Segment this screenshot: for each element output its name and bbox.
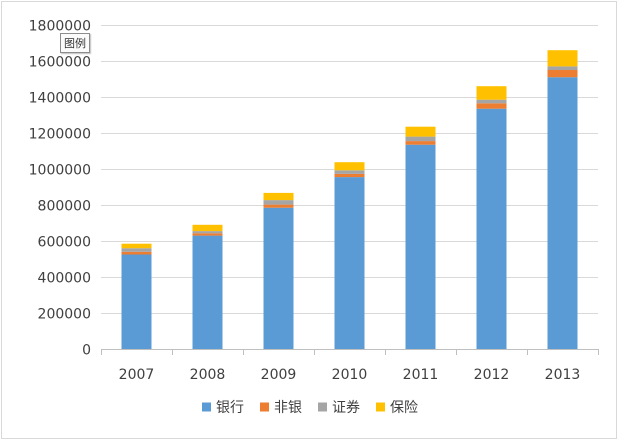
bar-segment[interactable]	[476, 99, 507, 104]
y-tick-label: 1200000	[29, 127, 91, 143]
y-tick-label: 600000	[38, 235, 91, 251]
x-tick-label: 2012	[474, 367, 510, 383]
legend-label: 证券	[332, 400, 360, 416]
legend-swatch	[260, 402, 269, 412]
y-tick-label: 200000	[38, 307, 91, 323]
bar-segment[interactable]	[192, 235, 223, 349]
y-tick-label: 1400000	[29, 91, 91, 107]
bar-segment[interactable]	[334, 173, 365, 178]
bar-segment[interactable]	[334, 177, 365, 349]
x-tick-label: 2009	[261, 367, 297, 383]
y-tick-label: 1600000	[29, 55, 91, 71]
bar-segment[interactable]	[476, 86, 507, 100]
bar-segment[interactable]	[547, 77, 578, 349]
bar-segment[interactable]	[547, 70, 578, 78]
legend-label: 银行	[216, 400, 244, 416]
bar-segment[interactable]	[192, 231, 223, 234]
bar-segment[interactable]	[405, 141, 436, 145]
bar-segment[interactable]	[121, 254, 152, 350]
x-tick-label: 2008	[190, 367, 226, 383]
bar-segment[interactable]	[263, 200, 294, 205]
y-tick-label: 400000	[38, 271, 91, 287]
bar-segment[interactable]	[405, 144, 436, 349]
bar-segment[interactable]	[405, 136, 436, 142]
bar-segment[interactable]	[263, 207, 294, 349]
bar-segment[interactable]	[263, 204, 294, 208]
x-tick-label: 2011	[403, 367, 439, 383]
legend-swatch	[202, 402, 211, 412]
x-tick-label: 2010	[332, 367, 368, 383]
bar-segment[interactable]	[192, 224, 223, 232]
bar-segment[interactable]	[121, 243, 152, 249]
bar-segment[interactable]	[334, 162, 365, 171]
x-tick-label: 2013	[545, 367, 581, 383]
y-tick-label: 800000	[38, 199, 91, 215]
y-tick-label: 0	[82, 343, 91, 359]
legend-swatch	[376, 402, 385, 412]
bar-segment[interactable]	[476, 103, 507, 109]
bar-segment[interactable]	[121, 251, 152, 255]
bar-segment[interactable]	[547, 66, 578, 70]
legend-label: 保险	[390, 400, 418, 416]
bar-segment[interactable]	[192, 233, 223, 236]
bar-segment[interactable]	[121, 248, 152, 252]
bar-segment[interactable]	[263, 192, 294, 201]
legend-label: 非银	[274, 400, 302, 416]
bar-segment[interactable]	[476, 108, 507, 349]
y-tick-label: 1800000	[29, 19, 91, 35]
bar-segment[interactable]	[547, 50, 578, 67]
legend-swatch	[318, 402, 327, 412]
x-tick-label: 2007	[119, 367, 155, 383]
bar-segment[interactable]	[405, 126, 436, 137]
y-tick-label: 1000000	[29, 163, 91, 179]
legend-tooltip: 图例	[60, 33, 90, 53]
bar-segment[interactable]	[334, 170, 365, 174]
